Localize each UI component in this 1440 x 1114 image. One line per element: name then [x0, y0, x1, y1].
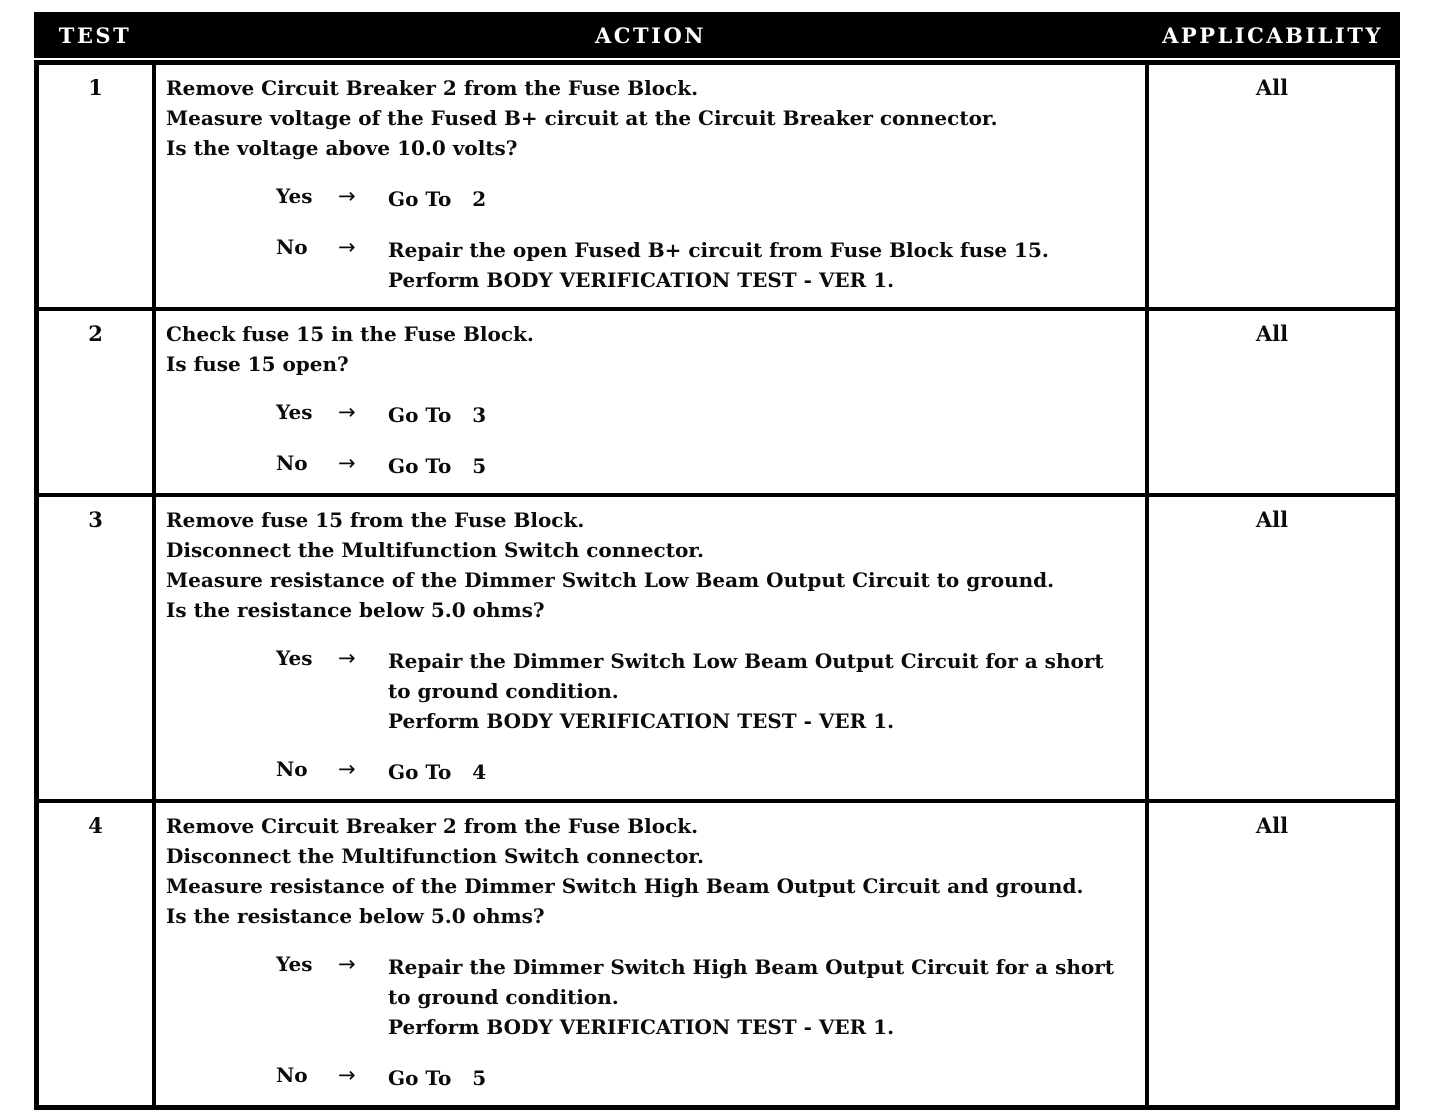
- arrow-icon: →: [338, 757, 356, 781]
- table-row: 2 Check fuse 15 in the Fuse Block. Is fu…: [39, 307, 1395, 493]
- decision-result: Go To 2: [388, 184, 1139, 214]
- diagnostic-test-table: TEST ACTION APPLICABILITY 1 Remove Circu…: [34, 12, 1400, 1110]
- decision-result: Go To 3: [388, 400, 1139, 430]
- decision-result: Repair the Dimmer Switch Low Beam Output…: [388, 646, 1139, 736]
- result-line: Repair the Dimmer Switch High Beam Outpu…: [388, 955, 1114, 979]
- table-header: TEST ACTION APPLICABILITY: [34, 12, 1400, 58]
- header-test: TEST: [58, 22, 132, 48]
- arrow-icon: →: [338, 1063, 356, 1087]
- decision-result: Go To 4: [388, 757, 1139, 787]
- action-cell: Remove Circuit Breaker 2 from the Fuse B…: [156, 65, 1145, 307]
- test-number: 4: [39, 803, 156, 1105]
- result-line: Go To 3: [388, 403, 487, 427]
- action-cell: Remove fuse 15 from the Fuse Block. Disc…: [156, 497, 1145, 799]
- decision-label: Yes: [276, 952, 313, 976]
- decision-row-yes: Yes → Repair the Dimmer Switch Low Beam …: [276, 646, 1139, 736]
- statement-line: Disconnect the Multifunction Switch conn…: [166, 538, 704, 562]
- result-line: Go To 5: [388, 1066, 487, 1090]
- arrow-icon: →: [338, 184, 356, 208]
- table-body: 1 Remove Circuit Breaker 2 from the Fuse…: [34, 60, 1400, 1110]
- result-line: Perform BODY VERIFICATION TEST - VER 1.: [388, 268, 895, 292]
- arrow-icon: →: [338, 451, 356, 475]
- table-row: 1 Remove Circuit Breaker 2 from the Fuse…: [39, 65, 1395, 307]
- statement-line: Is fuse 15 open?: [166, 352, 349, 376]
- statement-line: Measure resistance of the Dimmer Switch …: [166, 874, 1084, 898]
- action-cell: Remove Circuit Breaker 2 from the Fuse B…: [156, 803, 1145, 1105]
- result-line: Go To 4: [388, 760, 487, 784]
- statement-line: Remove fuse 15 from the Fuse Block.: [166, 508, 585, 532]
- result-line: Perform BODY VERIFICATION TEST - VER 1.: [388, 709, 895, 733]
- decision-row-yes: Yes → Go To 3: [276, 400, 1139, 430]
- decision-label: No: [276, 1063, 308, 1087]
- decision-label: No: [276, 451, 308, 475]
- result-line: to ground condition.: [388, 985, 619, 1009]
- arrow-icon: →: [338, 646, 356, 670]
- applicability-value: All: [1145, 497, 1395, 799]
- applicability-value: All: [1145, 65, 1395, 307]
- header-applicability: APPLICABILITY: [1162, 22, 1383, 48]
- result-line: Repair the open Fused B+ circuit from Fu…: [388, 238, 1049, 262]
- header-action: ACTION: [595, 22, 706, 48]
- arrow-icon: →: [338, 235, 356, 259]
- arrow-icon: →: [338, 400, 356, 424]
- decision-row-no: No → Go To 4: [276, 757, 1139, 787]
- decision-label: Yes: [276, 646, 313, 670]
- decision-row-no: No → Repair the open Fused B+ circuit fr…: [276, 235, 1139, 295]
- decision-result: Repair the open Fused B+ circuit from Fu…: [388, 235, 1139, 295]
- statement-line: Is the resistance below 5.0 ohms?: [166, 904, 545, 928]
- decision-row-yes: Yes → Repair the Dimmer Switch High Beam…: [276, 952, 1139, 1042]
- applicability-value: All: [1145, 311, 1395, 493]
- test-number: 1: [39, 65, 156, 307]
- test-number: 2: [39, 311, 156, 493]
- statement-line: Remove Circuit Breaker 2 from the Fuse B…: [166, 814, 699, 838]
- table-row: 3 Remove fuse 15 from the Fuse Block. Di…: [39, 493, 1395, 799]
- action-cell: Check fuse 15 in the Fuse Block. Is fuse…: [156, 311, 1145, 493]
- result-line: Go To 5: [388, 454, 487, 478]
- test-number: 3: [39, 497, 156, 799]
- decision-result: Go To 5: [388, 1063, 1139, 1093]
- result-line: Perform BODY VERIFICATION TEST - VER 1.: [388, 1015, 895, 1039]
- result-line: Go To 2: [388, 187, 487, 211]
- result-line: Repair the Dimmer Switch Low Beam Output…: [388, 649, 1104, 673]
- statement-line: Check fuse 15 in the Fuse Block.: [166, 322, 534, 346]
- statement-line: Measure resistance of the Dimmer Switch …: [166, 568, 1055, 592]
- decision-row-yes: Yes → Go To 2: [276, 184, 1139, 214]
- statement-line: Is the resistance below 5.0 ohms?: [166, 598, 545, 622]
- decision-result: Go To 5: [388, 451, 1139, 481]
- statement-line: Measure voltage of the Fused B+ circuit …: [166, 106, 998, 130]
- decision-label: No: [276, 757, 308, 781]
- decision-label: No: [276, 235, 308, 259]
- decision-label: Yes: [276, 400, 313, 424]
- table-row: 4 Remove Circuit Breaker 2 from the Fuse…: [39, 799, 1395, 1105]
- decision-row-no: No → Go To 5: [276, 1063, 1139, 1093]
- decision-result: Repair the Dimmer Switch High Beam Outpu…: [388, 952, 1139, 1042]
- applicability-value: All: [1145, 803, 1395, 1105]
- result-line: to ground condition.: [388, 679, 619, 703]
- statement-line: Remove Circuit Breaker 2 from the Fuse B…: [166, 76, 699, 100]
- arrow-icon: →: [338, 952, 356, 976]
- decision-row-no: No → Go To 5: [276, 451, 1139, 481]
- decision-label: Yes: [276, 184, 313, 208]
- statement-line: Disconnect the Multifunction Switch conn…: [166, 844, 704, 868]
- statement-line: Is the voltage above 10.0 volts?: [166, 136, 518, 160]
